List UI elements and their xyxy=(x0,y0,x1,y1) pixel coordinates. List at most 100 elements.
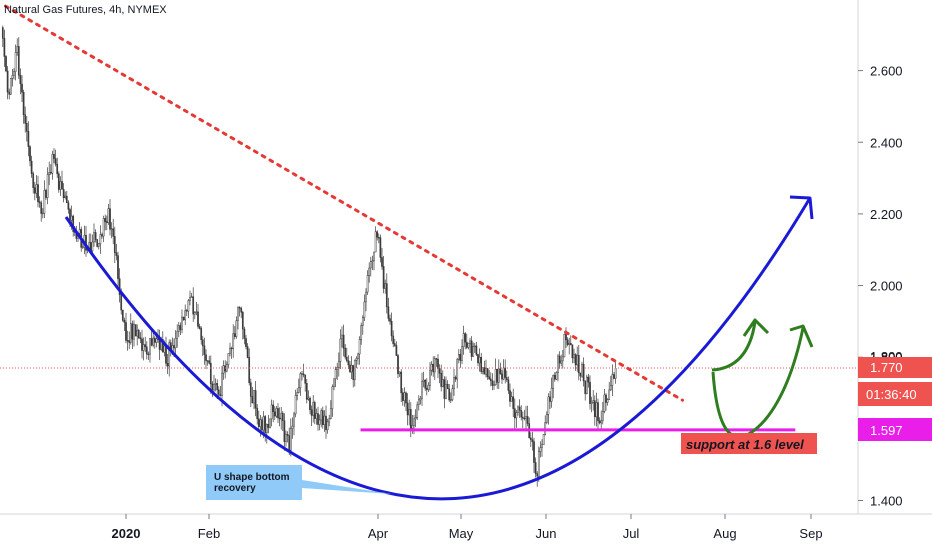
candle-body xyxy=(369,261,372,269)
candle-body xyxy=(69,209,71,221)
candle-body xyxy=(315,413,318,419)
candle-body xyxy=(549,396,551,402)
y-tick-label: 2.200 xyxy=(870,207,903,222)
candle-body xyxy=(227,353,230,365)
candle-body xyxy=(163,345,166,353)
candle-body xyxy=(286,434,289,436)
candle-body xyxy=(398,371,401,375)
y-tick-label: 2.400 xyxy=(870,135,903,150)
candle-body xyxy=(137,330,140,338)
candle-body xyxy=(21,83,23,93)
candle-body xyxy=(403,392,406,401)
x-tick-label: 2020 xyxy=(112,526,141,541)
candle-body xyxy=(1,27,4,39)
candle-body xyxy=(337,361,340,368)
candle-body xyxy=(265,424,268,434)
candle-body xyxy=(318,419,321,425)
candle-body xyxy=(184,310,187,321)
candle-body xyxy=(280,412,283,420)
candle-body xyxy=(414,417,417,420)
candle-body xyxy=(363,301,366,318)
candle-body xyxy=(57,173,60,190)
candle-body xyxy=(152,337,155,346)
candle-body xyxy=(24,114,27,124)
candle-body xyxy=(262,416,265,431)
candle-body xyxy=(569,342,572,345)
candle-body xyxy=(451,388,454,401)
candle-body xyxy=(70,215,73,221)
candle-body xyxy=(333,378,335,387)
candle-body xyxy=(422,379,425,382)
candle-body xyxy=(421,381,423,399)
candle-body xyxy=(225,364,228,372)
candle-body xyxy=(365,291,367,303)
candle-body xyxy=(155,338,158,343)
candle-body xyxy=(352,365,355,380)
candle-body xyxy=(400,371,403,394)
candle-body xyxy=(62,189,65,198)
candle-body xyxy=(192,296,195,315)
candle-body xyxy=(497,368,500,383)
candle-body xyxy=(504,367,507,378)
candle-body xyxy=(507,379,510,391)
candle-body xyxy=(437,358,439,369)
candle-body xyxy=(125,322,127,341)
candle-body xyxy=(272,404,275,413)
candle-body xyxy=(56,163,59,175)
candle-body xyxy=(299,373,302,389)
u-shape-callout xyxy=(206,465,392,500)
candle-body xyxy=(179,325,182,331)
candle-body xyxy=(78,229,81,234)
x-tick-label: Feb xyxy=(198,526,220,541)
candle-body xyxy=(243,328,246,339)
candle-body xyxy=(310,409,313,416)
candle-body xyxy=(99,234,102,245)
candle-body xyxy=(43,190,46,214)
candle-body xyxy=(462,333,465,347)
candle-body xyxy=(40,202,43,214)
candle-body xyxy=(249,382,252,397)
candle-body xyxy=(584,380,587,394)
candle-body xyxy=(219,394,222,396)
candle-body xyxy=(469,340,471,344)
candle-body xyxy=(241,311,244,330)
candle-body xyxy=(150,338,153,346)
candle-body xyxy=(472,346,475,357)
candle-body xyxy=(542,434,545,446)
candle-body xyxy=(291,425,294,429)
candle-body xyxy=(424,379,427,389)
candle-body xyxy=(550,387,553,402)
countdown-text: 01:36:40 xyxy=(866,387,917,402)
candle-body xyxy=(6,70,9,93)
candle-body xyxy=(230,347,233,350)
symbol-title[interactable]: Natural Gas Futures, 4h, NYMEX xyxy=(4,4,167,16)
candle-body xyxy=(297,387,300,393)
candle-body xyxy=(485,368,487,375)
candle-body xyxy=(401,392,404,401)
candle-body xyxy=(597,402,599,422)
candle-body xyxy=(529,437,532,440)
candle-body xyxy=(459,354,462,361)
candle-body xyxy=(29,146,31,162)
candle-body xyxy=(568,342,571,345)
current-price-badge xyxy=(858,357,932,378)
candle-body xyxy=(123,320,126,323)
candle-body xyxy=(329,408,332,419)
candle-body xyxy=(176,331,179,339)
candle-body xyxy=(409,409,412,429)
candle-body xyxy=(101,234,103,237)
time-scale[interactable]: 2020 Feb Apr May Jun Jul Aug Sep xyxy=(112,514,823,541)
candle-body xyxy=(37,184,39,202)
candle-body xyxy=(14,52,17,72)
candle-body xyxy=(345,356,348,361)
candle-body xyxy=(470,340,473,357)
candle-body xyxy=(72,215,75,232)
x-tick-label: May xyxy=(449,526,474,541)
candle-body xyxy=(96,239,99,247)
candle-body xyxy=(136,330,139,337)
candle-body xyxy=(134,324,137,337)
candle-body xyxy=(256,407,259,420)
candle-body xyxy=(304,374,307,384)
